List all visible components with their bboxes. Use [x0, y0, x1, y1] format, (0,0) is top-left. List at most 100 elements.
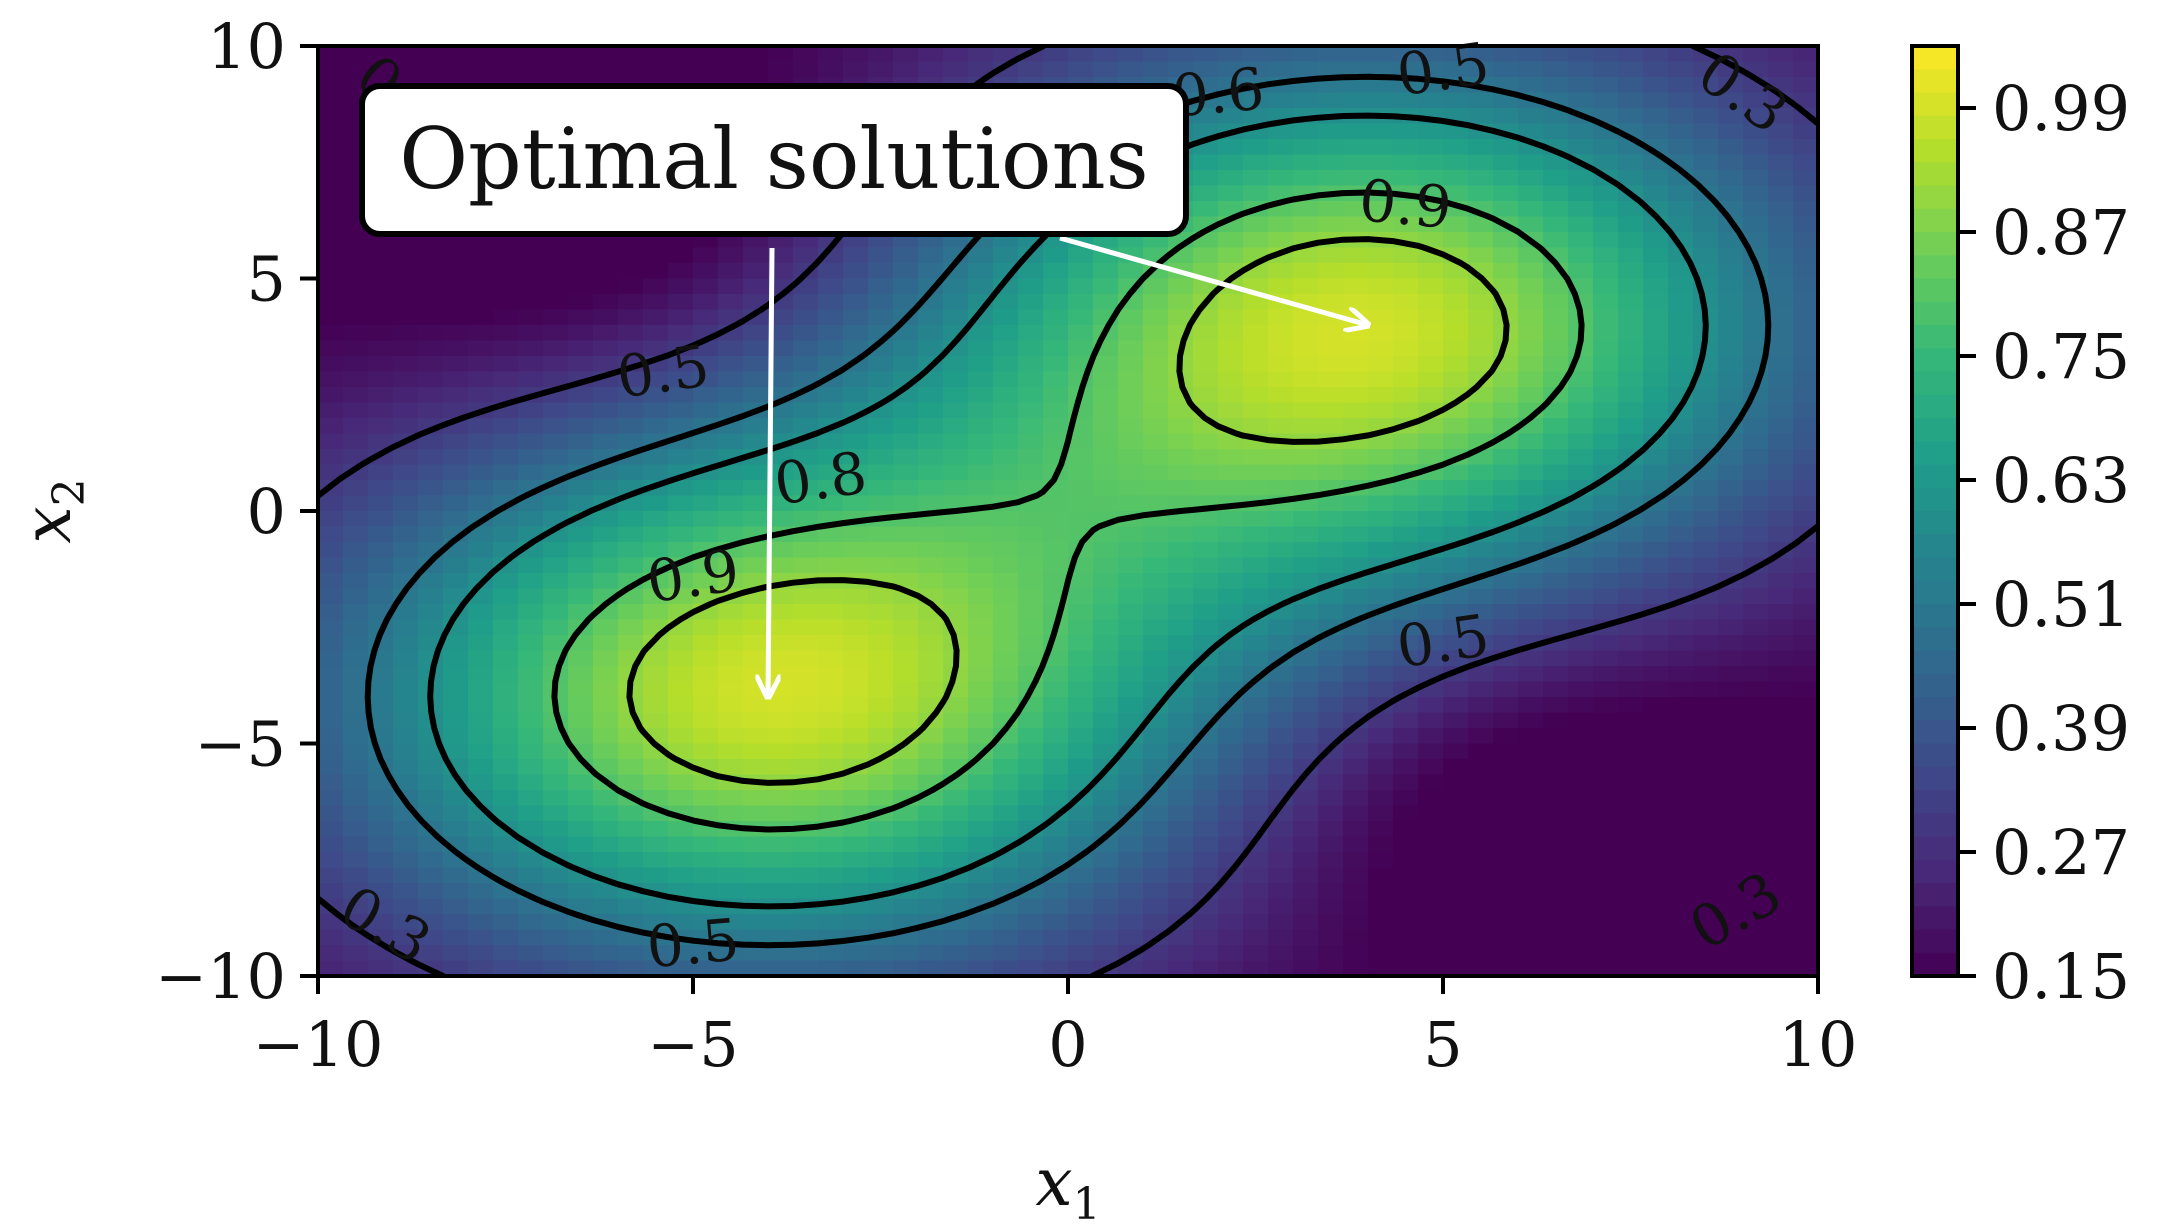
heatmap-cell	[1143, 464, 1169, 481]
heatmap-cell	[1343, 790, 1369, 807]
heatmap-cell	[1543, 929, 1569, 946]
heatmap-cell	[693, 790, 719, 807]
heatmap-cell	[393, 356, 419, 373]
heatmap-cell	[318, 666, 344, 683]
heatmap-cell	[1543, 867, 1569, 884]
heatmap-cell	[918, 743, 944, 760]
heatmap-cell	[718, 61, 744, 78]
heatmap-cell	[343, 418, 369, 435]
heatmap-cell	[1718, 263, 1744, 280]
heatmap-cell	[893, 526, 919, 543]
heatmap-cell	[1268, 759, 1294, 776]
heatmap-cell	[1168, 635, 1194, 652]
heatmap-cell	[318, 433, 344, 450]
heatmap-cell	[768, 46, 794, 63]
heatmap-cell	[1618, 356, 1644, 373]
heatmap-cell	[568, 821, 594, 838]
heatmap-cell	[1068, 805, 1094, 822]
heatmap-cell	[1293, 666, 1319, 683]
heatmap-cell	[543, 573, 569, 590]
heatmap-cell	[1043, 340, 1069, 357]
heatmap-cell	[1568, 77, 1594, 94]
heatmap-cell	[868, 61, 894, 78]
colorbar-band	[1912, 790, 1958, 815]
heatmap-cell	[743, 883, 769, 900]
x-tick-label: −5	[647, 1008, 738, 1081]
heatmap-cell	[518, 557, 544, 574]
heatmap-cell	[693, 61, 719, 78]
heatmap-cell	[643, 650, 669, 667]
heatmap-cell	[343, 495, 369, 512]
heatmap-cell	[718, 402, 744, 419]
heatmap-cell	[743, 340, 769, 357]
heatmap-cell	[1293, 945, 1319, 962]
heatmap-cell	[668, 666, 694, 683]
heatmap-cell	[1068, 309, 1094, 326]
heatmap-cell	[1443, 340, 1469, 357]
heatmap-cell	[1518, 247, 1544, 264]
heatmap-cell	[1243, 61, 1269, 78]
heatmap-cell	[1343, 526, 1369, 543]
heatmap-cell	[1618, 247, 1644, 264]
heatmap-cell	[1643, 898, 1669, 915]
heatmap-cell	[843, 495, 869, 512]
heatmap-cell	[368, 542, 394, 559]
heatmap-cell	[893, 495, 919, 512]
heatmap-cell	[768, 449, 794, 466]
heatmap-cell	[1443, 697, 1469, 714]
heatmap-cell	[968, 867, 994, 884]
colorbar-band	[1912, 883, 1958, 908]
heatmap-cell	[1468, 418, 1494, 435]
heatmap-cell	[768, 356, 794, 373]
heatmap-cell	[1343, 356, 1369, 373]
heatmap-cell	[643, 464, 669, 481]
heatmap-cell	[1218, 61, 1244, 78]
heatmap-cell	[1043, 945, 1069, 962]
heatmap-cell	[993, 867, 1019, 884]
heatmap-cell	[668, 418, 694, 435]
heatmap-cell	[443, 557, 469, 574]
colorbar-band	[1912, 371, 1958, 396]
heatmap-cell	[918, 247, 944, 264]
heatmap-cell	[543, 278, 569, 295]
heatmap-cell	[1593, 774, 1619, 791]
colorbar-band	[1912, 255, 1958, 280]
heatmap-cell	[1568, 61, 1594, 78]
heatmap-cell	[918, 821, 944, 838]
heatmap-cell	[1468, 92, 1494, 109]
colorbar-band	[1912, 46, 1958, 71]
heatmap-cell	[1668, 805, 1694, 822]
heatmap-cell	[643, 712, 669, 729]
heatmap-cell	[1593, 139, 1619, 156]
heatmap-cell	[1543, 77, 1569, 94]
heatmap-cell	[1118, 883, 1144, 900]
heatmap-cell	[1593, 61, 1619, 78]
heatmap-cell	[1768, 263, 1794, 280]
heatmap-cell	[1543, 108, 1569, 125]
heatmap-cell	[1568, 46, 1594, 63]
heatmap-cell	[1468, 185, 1494, 202]
heatmap-cell	[968, 821, 994, 838]
heatmap-cell	[1393, 325, 1419, 342]
heatmap-cell	[1143, 61, 1169, 78]
heatmap-cell	[518, 340, 544, 357]
heatmap-cell	[1743, 185, 1769, 202]
heatmap-cell	[1268, 216, 1294, 233]
heatmap-cell	[1093, 61, 1119, 78]
heatmap-cell	[518, 650, 544, 667]
heatmap-cell	[943, 464, 969, 481]
heatmap-cell	[1168, 790, 1194, 807]
heatmap-cell	[818, 294, 844, 311]
heatmap-cell	[1468, 108, 1494, 125]
heatmap-cell	[843, 914, 869, 931]
heatmap-cell	[493, 418, 519, 435]
heatmap-cell	[918, 805, 944, 822]
heatmap-cell	[1143, 604, 1169, 621]
heatmap-cell	[443, 929, 469, 946]
y-tick-label: −5	[195, 708, 286, 781]
heatmap-cell	[1743, 821, 1769, 838]
heatmap-cell	[1493, 945, 1519, 962]
heatmap-cell	[1543, 61, 1569, 78]
heatmap-cell	[643, 604, 669, 621]
heatmap-cell	[793, 805, 819, 822]
